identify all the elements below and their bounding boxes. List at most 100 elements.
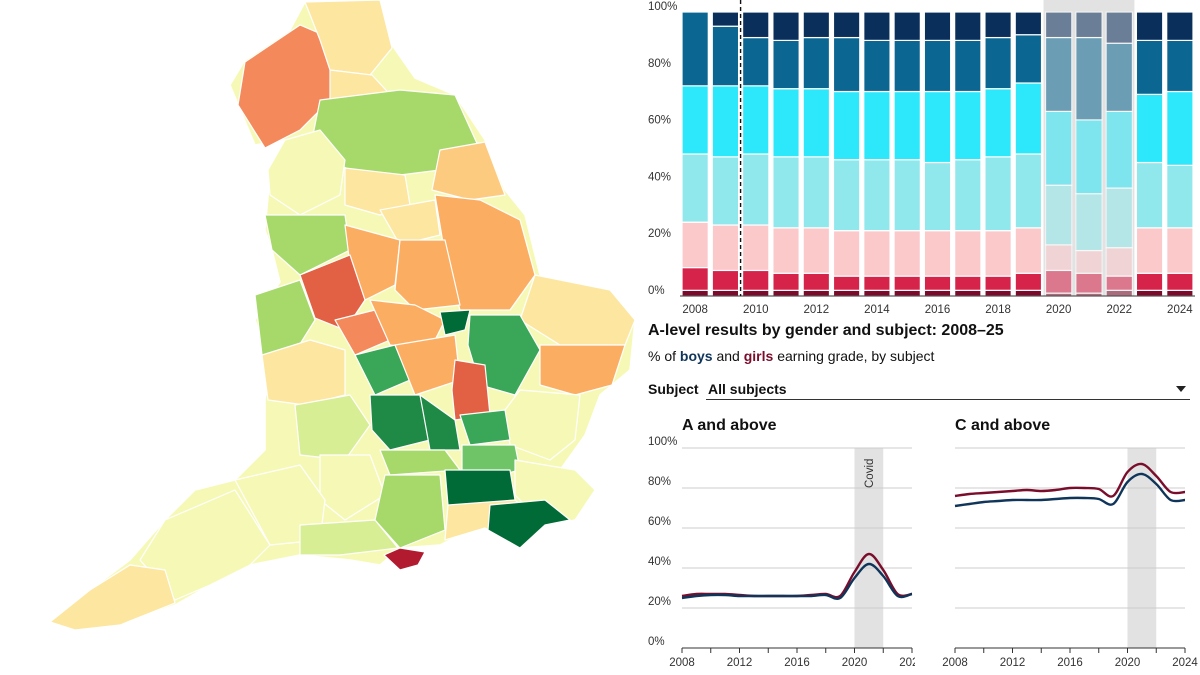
x-tick-label: 2020 (1115, 657, 1141, 669)
stack-bar-segment-2011-5 (772, 88, 800, 158)
stack-bar-segment-2020-5 (1044, 110, 1073, 186)
stack-bar-segment-2022-6 (1105, 42, 1134, 113)
stack-bar-segment-2017-2 (954, 275, 982, 291)
stack-bar-segment-2014-2 (863, 275, 891, 291)
stack-bar-segment-2015-3 (893, 230, 921, 277)
stack-bar-segment-2023-3 (1135, 227, 1164, 274)
series-line-boys (681, 562, 913, 600)
map-region-hertfordshire (459, 409, 511, 446)
stack-bar-segment-2012-2 (802, 272, 831, 291)
stack-bar-segment-2014-5 (863, 90, 891, 161)
map-region-east-riding (431, 141, 506, 201)
stack-bar-segment-2015-4 (893, 159, 921, 232)
stack-bar-segment-2013-1 (832, 289, 861, 297)
stack-bar-segment-2021-5 (1075, 119, 1103, 195)
stack-bar-segment-2022-4 (1105, 187, 1134, 249)
stack-bar-segment-2011-7 (772, 11, 800, 41)
panel-title: A and above (682, 417, 777, 434)
stack-bar-segment-2019-5 (1014, 82, 1043, 155)
y-tick-label: 20% (648, 596, 671, 608)
stack-x-tick-label: 2024 (1167, 304, 1193, 316)
chevron-down-icon (1176, 386, 1186, 392)
stack-bar-segment-2013-5 (832, 90, 861, 161)
panel-title: C and above (955, 417, 1050, 434)
stack-bar-segment-2012-6 (802, 36, 831, 90)
subtitle-suffix: earning grade, by subject (773, 348, 935, 364)
chart-title: A-level results by gender and subject: 2… (648, 322, 1004, 339)
stack-bar-segment-2019-6 (1014, 34, 1043, 84)
stack-bar-segment-2009-4 (711, 156, 740, 226)
stack-bar-segment-2024-6 (1166, 39, 1194, 93)
covid-shaded-range (854, 448, 884, 648)
stack-bar-segment-2019-1 (1014, 289, 1043, 297)
map-region-rutland-peterborough (439, 309, 471, 336)
stack-bar-segment-2018-7 (984, 11, 1012, 39)
map-region-leicestershire (369, 299, 446, 351)
map-region-lancashire (267, 129, 346, 216)
stack-bar-segment-2009-5 (711, 85, 740, 158)
stack-bar-segment-2021-7 (1075, 11, 1103, 39)
stack-bar-segment-2010-3 (741, 224, 770, 272)
stack-bar-segment-2010-7 (741, 11, 770, 39)
stack-bar-segment-2019-7 (1014, 11, 1043, 36)
stack-bar-segment-2008-5 (681, 85, 709, 155)
subject-dropdown[interactable]: All subjects (706, 380, 1190, 400)
stack-bar-segment-2008-2 (681, 267, 709, 291)
map-region-south-yorkshire (379, 199, 441, 246)
stack-bar-segment-2018-3 (984, 230, 1012, 277)
stack-bar-segment-2017-7 (954, 11, 982, 41)
stack-bar-segment-2019-3 (1014, 227, 1043, 274)
map-region-nottinghamshire (394, 239, 461, 311)
stack-bar-segment-2020-7 (1044, 11, 1073, 39)
stack-bar-segment-2024-5 (1166, 90, 1194, 166)
stack-bar-segment-2023-7 (1135, 11, 1164, 41)
stack-bar-segment-2022-1 (1105, 289, 1134, 297)
map-region-west-sussex (487, 499, 571, 549)
stack-bar-segment-2009-2 (711, 269, 740, 291)
stack-bar-segment-2021-2 (1075, 272, 1103, 294)
stack-bar-segment-2014-3 (863, 230, 891, 277)
y-tick-label: 40% (648, 556, 671, 568)
map-region-buckinghamshire (419, 394, 461, 451)
stack-bar-segment-2016-4 (923, 161, 952, 232)
stack-bar-segment-2013-2 (832, 275, 861, 291)
map-region-isle-of-wight (383, 547, 426, 571)
stack-bar-segment-2015-6 (893, 39, 921, 93)
stack-x-tick-label: 2018 (985, 304, 1011, 316)
stack-bar-segment-2011-2 (772, 272, 800, 291)
stack-bar-segment-2023-4 (1135, 161, 1164, 229)
y-tick-label: 100% (648, 436, 677, 448)
map-region-oxfordshire (369, 394, 431, 451)
c-and-above-line-chart: C and above 2008 2012 2016 2020 2024 (942, 417, 1198, 669)
subtitle-and: and (712, 348, 744, 364)
stack-bar-segment-2017-6 (954, 39, 982, 93)
stack-bar-segment-2011-6 (772, 39, 800, 90)
stack-bar-segment-2020-2 (1044, 269, 1073, 294)
stack-bar-segment-2018-2 (984, 275, 1012, 291)
stack-bar-segment-2008-1 (681, 289, 709, 297)
stack-bar-segment-2019-2 (1014, 272, 1043, 291)
stack-x-tick-label: 2014 (864, 304, 890, 316)
stack-y-tick-label: 100% (648, 1, 677, 13)
stack-bar-segment-2014-6 (863, 39, 891, 93)
x-tick-label: 2012 (1000, 657, 1026, 669)
stack-bar-segment-2015-5 (893, 90, 921, 161)
boys-legend-label: boys (679, 348, 713, 364)
stack-bar-segment-2020-6 (1044, 36, 1073, 112)
a-and-above-line-chart: A and above 0% 20% 40% 60% 80% 100% 2008 2012 201… (648, 417, 915, 669)
x-tick-label: 2024 (899, 657, 915, 669)
stack-bar-segment-2016-2 (923, 275, 952, 291)
series-line-girls (954, 462, 1186, 498)
x-tick-label: 2016 (784, 657, 810, 669)
y-tick-label: 60% (648, 516, 671, 528)
stack-bar-segment-2012-1 (802, 289, 831, 297)
stack-bar-segment-2020-4 (1044, 184, 1073, 246)
stack-bar-segment-2021-6 (1075, 36, 1103, 121)
stack-y-tick-label: 60% (648, 115, 671, 127)
stack-bar-segment-2017-4 (954, 159, 982, 232)
map-region-suffolk (539, 344, 626, 396)
stack-bar-segment-2012-4 (802, 156, 831, 229)
stack-bar-segment-2024-7 (1166, 11, 1194, 41)
stack-bar-segment-2022-2 (1105, 275, 1134, 291)
stack-bar-segment-2018-4 (984, 156, 1012, 232)
